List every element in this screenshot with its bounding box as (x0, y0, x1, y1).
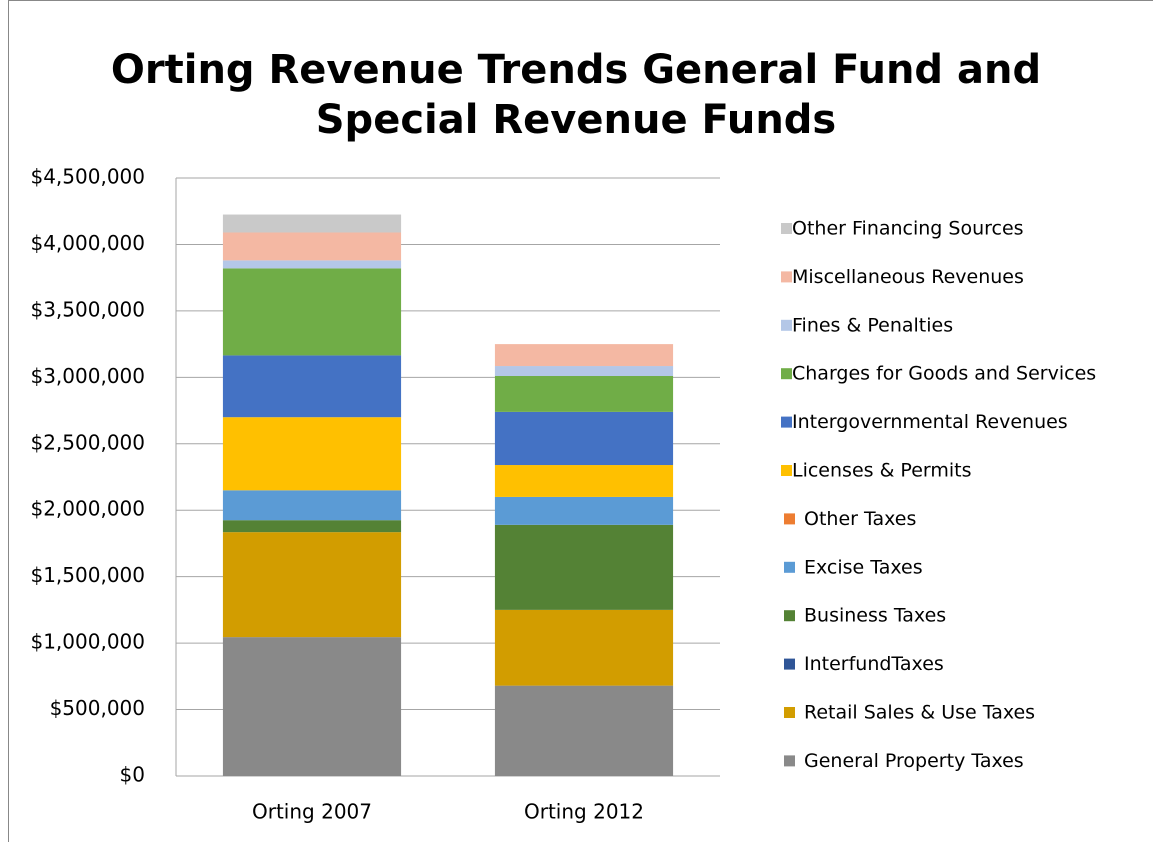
legend-marker (784, 610, 795, 621)
legend-marker (781, 417, 792, 428)
x-tick-label: Orting 2012 (524, 800, 644, 824)
bar-segment (223, 520, 401, 532)
bar-segment (223, 232, 401, 260)
bar-segment (495, 525, 673, 610)
legend-marker (781, 368, 792, 379)
bar-segment (495, 344, 673, 366)
y-tick-label: $4,500,000 (30, 165, 145, 189)
bar-segment (495, 366, 673, 376)
legend-marker (784, 707, 795, 718)
bar-segment (223, 490, 401, 520)
legend-label: General Property Taxes (804, 750, 1024, 772)
y-tick-label: $4,000,000 (30, 231, 145, 255)
legend-label: Intergovernmental Revenues (792, 411, 1068, 433)
legend-label: Charges for Goods and Services (792, 363, 1096, 385)
legend-marker (784, 755, 795, 766)
legend-label: Other Taxes (804, 508, 916, 530)
bar-segment (223, 355, 401, 417)
x-tick-label: Orting 2007 (252, 800, 372, 824)
legend-marker (784, 513, 795, 524)
legend-marker (781, 223, 792, 234)
bar-segment (495, 376, 673, 412)
legend-label: Business Taxes (804, 605, 946, 627)
legend-label: Miscellaneous Revenues (792, 266, 1024, 288)
y-tick-label: $1,500,000 (30, 563, 145, 587)
legend-label: Excise Taxes (804, 556, 923, 578)
bar-segment (223, 215, 401, 233)
y-tick-label: $2,000,000 (30, 497, 145, 521)
bar-segment (223, 268, 401, 355)
y-tick-label: $3,500,000 (30, 297, 145, 321)
y-tick-label: $1,000,000 (30, 630, 145, 654)
legend-label: Licenses & Permits (792, 460, 972, 482)
bar-segment (223, 532, 401, 637)
legend-marker (781, 271, 792, 282)
bar-segment (223, 417, 401, 490)
bar-segment (495, 465, 673, 497)
legend-label: Other Financing Sources (792, 218, 1024, 240)
legend-marker (784, 562, 795, 573)
legend-label: Retail Sales & Use Taxes (804, 702, 1035, 724)
bar-segment (495, 412, 673, 465)
bar-segment (495, 497, 673, 525)
y-tick-label: $500,000 (50, 696, 145, 720)
y-tick-label: $3,000,000 (30, 364, 145, 388)
bar-segment (495, 686, 673, 776)
bar-segment (495, 610, 673, 686)
legend-label: InterfundTaxes (804, 653, 944, 675)
bar-segment (223, 637, 401, 776)
y-tick-label: $2,500,000 (30, 430, 145, 454)
legend-label: Fines & Penalties (792, 314, 953, 336)
chart-title: Special Revenue Funds (316, 97, 837, 143)
legend-marker (781, 465, 792, 476)
legend-marker (784, 659, 795, 670)
chart-title: Orting Revenue Trends General Fund and (111, 47, 1041, 93)
y-tick-label: $0 (120, 763, 145, 787)
legend-marker (781, 320, 792, 331)
bar-segment (223, 260, 401, 268)
